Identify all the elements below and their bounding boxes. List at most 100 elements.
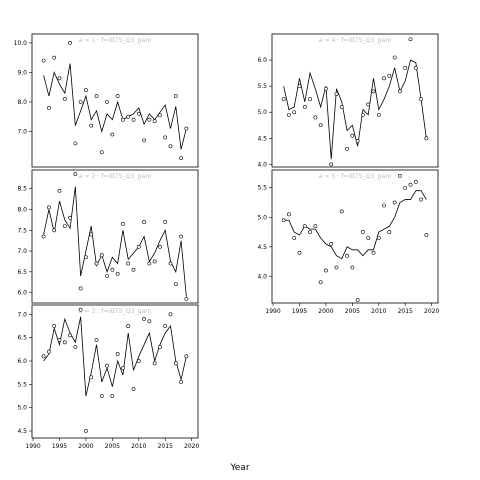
observed-point [73,141,78,146]
observed-point [345,146,349,151]
observed-point [308,230,312,234]
y-tick-label: 5.5 [257,83,267,90]
observed-point [115,94,120,98]
panel-5: a = 5 : f=IBTS_Q3_gam 4.0 4.5 5.0 5.5 1990 199… [257,169,439,315]
observed-point [121,366,125,370]
observed-point [121,117,125,122]
observed-point [57,338,62,342]
observed-point [52,55,57,60]
observed-point [308,97,312,102]
y-tick-label: 10.0 [14,40,28,47]
observed-point [419,197,423,202]
x-tick-label: 2020 [424,308,439,315]
observed-point [424,136,429,141]
observed-point [413,66,418,70]
observed-point [419,97,423,102]
panel-frame [271,169,439,304]
observed-point [387,73,392,78]
y-tick-label: 6.5 [17,269,27,276]
observed-point [168,312,173,317]
observed-point [78,100,83,104]
observed-point [78,307,83,312]
observed-point [52,324,57,328]
panel-frame [31,304,199,439]
observed-point [62,340,67,345]
observed-point [318,123,323,128]
y-tick-label: 5.5 [17,381,27,388]
observed-point [398,174,402,178]
observed-point [68,333,72,338]
y-tick-label: 8.0 [17,206,27,213]
x-tick-label: 2000 [78,443,93,450]
observed-point [105,274,109,278]
observed-point [329,241,334,246]
observed-point [184,296,189,301]
y-tick-label: 6.5 [17,335,27,342]
observed-point [84,429,88,433]
observed-point [350,265,355,270]
observed-point [163,220,168,224]
y-tick-label: 6.0 [17,290,27,297]
observed-point [382,76,386,81]
observed-point [184,126,189,131]
observed-point [73,345,78,349]
observed-point [105,100,109,104]
observed-point [147,319,152,324]
observed-point [413,179,418,184]
observed-point [121,222,125,226]
y-tick-label: 7.0 [17,129,27,136]
observed-point [179,156,183,161]
observed-point [424,233,429,237]
fitted-line [283,190,427,260]
observed-point [52,228,57,233]
observed-point [142,138,146,143]
observed-point [136,359,141,363]
observed-point [387,230,392,234]
observed-point [47,349,51,354]
observed-point [361,112,365,117]
observed-point [392,55,397,60]
observed-point [41,234,46,239]
observed-point [89,123,94,128]
y-tick-label: 4.5 [17,428,27,435]
observed-point [99,394,104,398]
observed-point [131,387,136,391]
observed-point [131,267,136,272]
observed-point [329,162,334,167]
observed-point [94,94,99,98]
panel-label: a = 2 : f=IBTS_Q3_gam [79,173,152,180]
observed-point [376,112,381,117]
observed-point [115,272,120,276]
observed-point [136,111,141,116]
panel-2: a = 2 : f=IBTS_Q3_gam 6.0 6.5 7.0 7.5 8.0 8.5 [17,169,199,304]
observed-point [334,92,339,96]
x-tick-label: 2015 [158,443,173,450]
fitted-line [43,316,187,397]
observed-point [115,352,120,356]
observed-point [78,286,83,291]
observed-point [173,282,178,287]
observed-point [324,268,328,273]
observed-point [398,89,402,94]
x-tick-label: 2015 [398,308,413,315]
observed-point [68,215,72,220]
x-tick-label: 2000 [318,308,333,315]
observed-point [126,261,131,266]
observed-point [62,224,67,229]
panel-frame [31,33,199,168]
observed-point [131,117,136,122]
observed-point [84,255,88,260]
observed-point [334,265,339,270]
observed-point [163,135,168,140]
observed-point [94,338,99,342]
observed-point [339,105,344,109]
x-tick-label: 2010 [131,443,146,450]
x-tick-label: 2005 [345,308,360,315]
panel-1: a = 1 : f=IBTS_Q3_gam 7.0 8.0 9.0 10.0 [14,33,199,168]
y-tick-label: 8.5 [17,186,27,193]
observed-point [408,37,413,42]
observed-point [73,172,78,177]
x-tick-label: 2010 [371,308,386,315]
observed-point [163,324,168,328]
observed-point [173,361,178,366]
